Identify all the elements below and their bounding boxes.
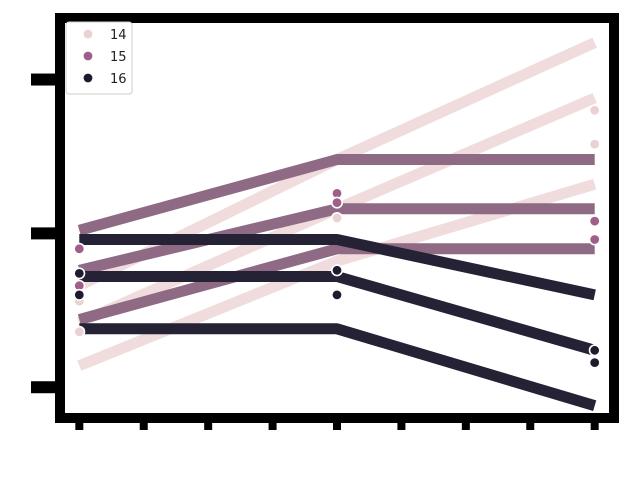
legend-box xyxy=(65,21,133,95)
scatter-point-series-14-2 xyxy=(73,325,86,338)
scatter-point-series-15-4 xyxy=(330,196,343,209)
legend-label-16: 16 xyxy=(110,72,127,87)
scatter-point-series-15-6 xyxy=(588,233,601,246)
x-axis-tick-1 xyxy=(75,418,84,430)
x-axis-tick-9 xyxy=(590,418,599,430)
plot-area xyxy=(73,37,601,411)
x-axis-tick-8 xyxy=(526,418,535,430)
x-axis-tick-7 xyxy=(461,418,470,430)
x-axis-tick-3 xyxy=(204,418,213,430)
legend-label-14: 14 xyxy=(110,28,127,43)
regression-line-series-16-2 xyxy=(79,271,597,356)
legend: 14 15 16 xyxy=(65,21,133,95)
y-axis-tick-2 xyxy=(31,227,60,240)
scatter-point-series-15-5 xyxy=(588,215,601,228)
regression-line-series-15-2 xyxy=(78,203,595,276)
y-axis-tick-3 xyxy=(31,73,60,86)
scatter-point-series-16-1 xyxy=(73,267,86,280)
regression-line-series-16-1 xyxy=(79,234,596,301)
scatter-point-series-14-5 xyxy=(588,104,601,117)
x-axis-tick-6 xyxy=(397,418,406,430)
x-axis-tick-5 xyxy=(333,418,341,430)
legend-marker-14 xyxy=(82,28,94,40)
scatter-point-series-16-5 xyxy=(588,344,601,357)
x-axis-tick-2 xyxy=(139,418,148,430)
scatter-point-series-16-4 xyxy=(330,288,343,301)
scatter-point-series-16-3 xyxy=(330,264,343,277)
scatter-point-series-16-6 xyxy=(588,356,601,369)
legend-label-15: 15 xyxy=(110,50,127,65)
regression-line-series-15-1 xyxy=(77,154,595,236)
regression-line-series-15-3 xyxy=(77,243,595,325)
legend-marker-16 xyxy=(82,72,94,84)
x-axis-tick-4 xyxy=(268,418,277,430)
scatter-point-series-14-3 xyxy=(330,212,343,225)
legend-marker-15 xyxy=(82,50,94,62)
y-axis-tick-1 xyxy=(31,381,60,394)
regression-line-series-16-3 xyxy=(79,323,597,411)
scatter-point-series-15-1 xyxy=(73,242,86,255)
scatter-point-series-16-2 xyxy=(73,288,86,301)
scatter-point-series-14-6 xyxy=(588,138,601,151)
